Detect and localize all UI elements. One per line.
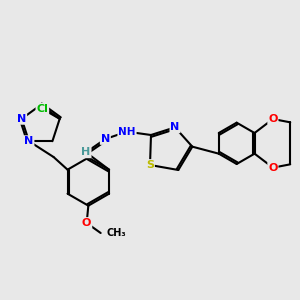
- Text: O: O: [268, 114, 278, 124]
- Text: N: N: [170, 122, 180, 132]
- Text: O: O: [82, 218, 92, 228]
- Text: CH₃: CH₃: [107, 228, 126, 238]
- Text: O: O: [268, 163, 278, 173]
- Text: N: N: [101, 134, 110, 144]
- Text: N: N: [17, 114, 26, 124]
- Text: N: N: [24, 136, 34, 146]
- Text: H: H: [81, 147, 91, 157]
- Text: NH: NH: [118, 127, 136, 137]
- Text: Cl: Cl: [36, 104, 48, 114]
- Text: S: S: [146, 160, 154, 170]
